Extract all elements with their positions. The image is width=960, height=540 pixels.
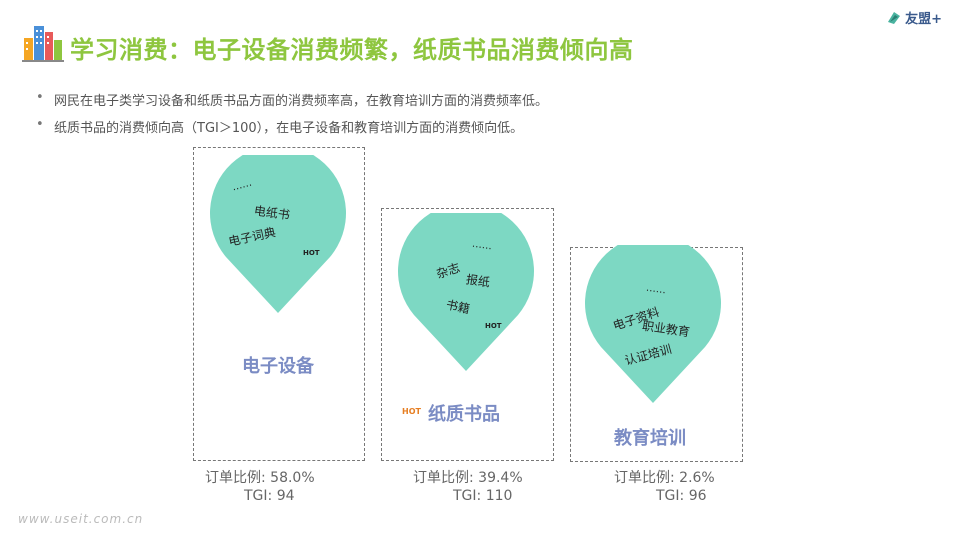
order-ratio: 订单比例: 58.0% — [205, 470, 315, 486]
tgi-value: TGI: 96 — [656, 488, 707, 504]
site-watermark: www.useit.com.cn — [18, 512, 144, 526]
tgi-value: TGI: 94 — [244, 488, 295, 504]
hot-badge: HOT — [485, 322, 502, 330]
hot-label-badge: HOT — [402, 407, 421, 416]
order-ratio: 订单比例: 2.6% — [614, 470, 715, 486]
panel-paper-books — [381, 208, 554, 461]
map-pin-shape — [398, 213, 534, 371]
map-pin-shape — [210, 155, 346, 313]
panel-label: 纸质书品 — [428, 404, 500, 425]
bullet-item: 纸质书品的消费倾向高（TGI＞100），在电子设备和教育培训方面的消费倾向低。 — [36, 117, 548, 136]
umeng-leaf-icon — [888, 11, 901, 24]
header-logo — [22, 20, 64, 62]
bullet-item: 网民在电子类学习设备和纸质书品方面的消费频率高，在教育培训方面的消费频率低。 — [36, 90, 548, 109]
hot-badge: HOT — [303, 249, 320, 257]
brand-logo: 友盟+ — [886, 8, 942, 27]
city-buildings-icon — [22, 26, 64, 62]
page-title: 学习消费：电子设备消费频繁，纸质书品消费倾向高 — [70, 36, 634, 64]
panel-label: 电子设备 — [242, 356, 314, 377]
brand-name: 友盟+ — [905, 12, 942, 27]
pin-tag: 报纸 — [465, 272, 491, 290]
order-ratio: 订单比例: 39.4% — [413, 470, 523, 486]
panel-electronic-devices — [193, 147, 365, 461]
tgi-value: TGI: 110 — [453, 488, 513, 504]
panel-label: 教育培训 — [614, 428, 686, 449]
summary-bullets: 网民在电子类学习设备和纸质书品方面的消费频率高，在教育培训方面的消费频率低。 纸… — [36, 90, 548, 144]
map-pin-shape — [585, 245, 721, 403]
